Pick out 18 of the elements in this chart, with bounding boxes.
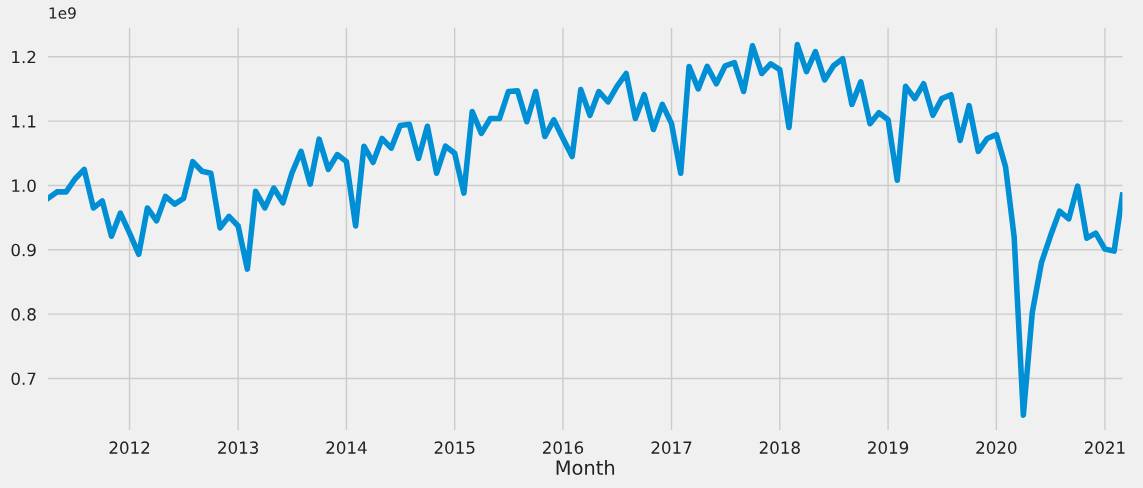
x-tick-label: 2013 <box>218 441 259 454</box>
x-tick-label: 2019 <box>868 441 909 454</box>
y-tick-label: 0.7 <box>11 372 36 386</box>
x-tick-label: 2017 <box>651 441 692 454</box>
x-tick-label: 2014 <box>326 441 367 454</box>
y-tick-label: 1.2 <box>12 50 36 64</box>
x-tick-label: 2020 <box>976 441 1017 454</box>
x-tick-label: 2018 <box>759 441 800 454</box>
y-tick-label: 1.0 <box>12 179 36 193</box>
y-tick-label: 0.9 <box>11 243 36 257</box>
x-tick-label: 2015 <box>434 441 475 454</box>
x-tick-label: 2016 <box>542 441 584 454</box>
y-tick-label: 0.8 <box>11 308 36 321</box>
x-tick-label: 2012 <box>109 441 150 454</box>
x-tick-label: 2021 <box>1084 441 1125 454</box>
y-tick-label: 1.1 <box>12 115 36 128</box>
text: 1e9 <box>49 7 76 19</box>
x-axis-title: Month <box>556 459 615 475</box>
